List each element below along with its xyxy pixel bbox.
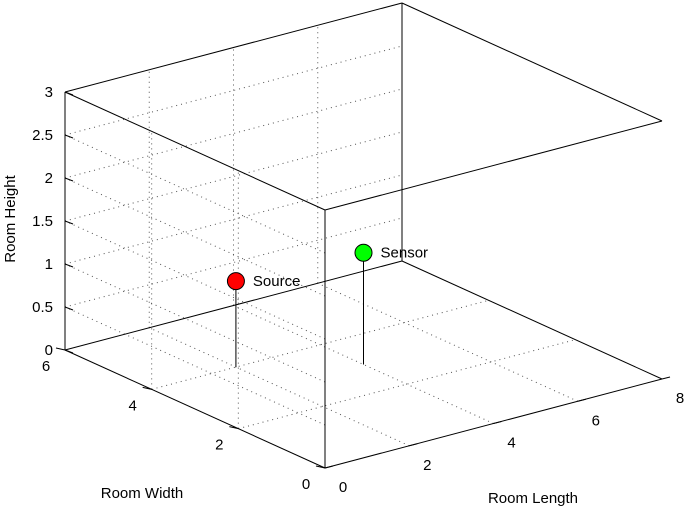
axes-box <box>64 2 663 469</box>
y-tick-mark <box>142 386 152 390</box>
z-tick-mark <box>64 349 74 354</box>
axes-box-edge <box>64 2 403 93</box>
y-tick-label: 0 <box>302 476 310 493</box>
z-tick-label: 2 <box>45 170 53 187</box>
z-tick-mark <box>64 134 74 139</box>
z-tick-label: 1.5 <box>32 213 53 230</box>
z-tick-label: 0.5 <box>32 299 53 316</box>
x-tick-label: 6 <box>592 412 600 429</box>
grid-line-side-z <box>64 306 326 426</box>
x-tick-mark <box>409 443 418 447</box>
grid-line-floor-y <box>238 339 576 430</box>
x-axis-label: Room Length <box>488 490 578 507</box>
y-tick-label: 4 <box>128 397 136 414</box>
z-tick-mark <box>64 177 74 182</box>
grid-line-side-z <box>64 134 326 254</box>
sensor-label: Sensor <box>381 245 429 262</box>
axes-box-edge <box>64 349 326 469</box>
grid-line-back-z <box>64 131 403 222</box>
sensor-marker <box>354 243 373 262</box>
axes-box-edge <box>324 120 663 211</box>
grid-line-floor-x <box>317 282 578 402</box>
mark-layer: Source Sensor <box>226 243 429 368</box>
z-tick-label: 3 <box>45 84 53 101</box>
y-tick-mark <box>315 465 326 469</box>
x-tick-label: 8 <box>676 390 684 407</box>
x-tick-label: 2 <box>423 457 431 474</box>
z-tick-label: 0 <box>45 342 53 359</box>
x-tick-label: 4 <box>507 435 515 452</box>
z-tick-label: 1 <box>45 256 53 273</box>
axes-box-edge <box>401 2 663 122</box>
grid-line-back-z <box>64 217 403 308</box>
x-tick-mark <box>493 421 502 424</box>
axes-box-edge <box>64 91 326 211</box>
axes-box-edge <box>64 260 403 351</box>
x-tick-mark <box>577 398 586 402</box>
grid-line-floor-y <box>151 299 489 390</box>
z-tick-mark <box>64 306 74 311</box>
grid-line-floor-x <box>149 327 410 447</box>
grid-line-back-z <box>64 45 403 136</box>
axes-box-edge <box>401 260 663 380</box>
x-tick-mark <box>324 465 334 469</box>
grid-line-back-z <box>64 88 403 179</box>
y-tick-mark <box>55 347 66 351</box>
z-tick-mark <box>64 220 74 225</box>
source-label: Source <box>253 273 301 290</box>
grid-line-back-z <box>64 174 403 265</box>
y-axis-label: Room Width <box>101 485 184 502</box>
x-tick-label: 0 <box>339 479 347 496</box>
z-tick-mark <box>64 263 74 268</box>
y-tick-mark <box>229 426 239 430</box>
y-tick-label: 6 <box>42 358 50 375</box>
source-marker <box>226 272 245 291</box>
grid-layer <box>64 25 578 447</box>
z-tick-mark <box>64 91 74 96</box>
z-tick-label: 2.5 <box>32 127 53 144</box>
x-tick-mark <box>661 376 671 380</box>
y-tick-label: 2 <box>215 437 223 454</box>
z-axis-label: Room Height <box>2 174 19 262</box>
